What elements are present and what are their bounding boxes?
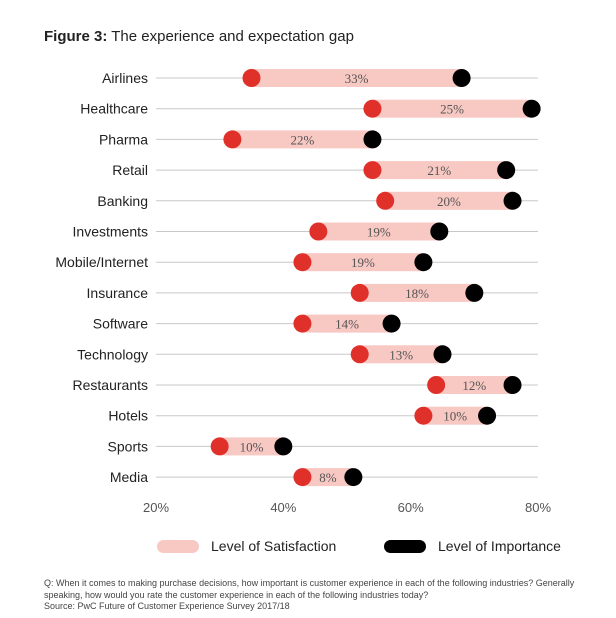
satisfaction-dot — [293, 468, 312, 487]
category-label: Airlines — [102, 70, 148, 86]
gap-band — [359, 345, 443, 364]
gap-label: 25% — [440, 102, 464, 117]
satisfaction-dot — [210, 437, 229, 456]
importance-dot — [465, 283, 484, 302]
dumbbell-chart: Airlines 33% Healthcare 25% Pharma 22% Retail 2… — [55, 69, 551, 515]
category-label: Insurance — [87, 285, 149, 301]
x-tick-label: 80% — [525, 500, 551, 515]
satisfaction-dot — [242, 69, 261, 87]
legend-satisfaction: Level of Satisfaction — [157, 538, 336, 554]
gap-label: 19% — [351, 255, 375, 270]
satisfaction-dot — [350, 345, 369, 364]
category-label: Media — [110, 469, 148, 485]
gap-label: 10% — [240, 439, 264, 454]
gap-band — [318, 222, 440, 241]
x-tick-label: 20% — [143, 500, 169, 515]
satisfaction-dot — [414, 406, 433, 425]
satisfaction-dot — [293, 253, 312, 272]
gap-band — [302, 314, 392, 333]
importance-dot — [503, 376, 522, 394]
figure-title-text: The experience and expectation gap — [111, 28, 354, 45]
gap-label: 22% — [291, 132, 315, 147]
satisfaction-dot — [376, 191, 395, 210]
satisfaction-dot — [350, 283, 369, 302]
gap-band — [302, 253, 424, 272]
gap-band — [219, 437, 284, 456]
importance-dot — [274, 437, 293, 456]
gap-band — [385, 191, 513, 210]
category-label: Retail — [112, 162, 148, 178]
gap-band — [232, 130, 373, 149]
category-label: Healthcare — [80, 101, 148, 117]
satisfaction-dot — [223, 130, 242, 149]
gap-label: 33% — [345, 71, 369, 86]
gap-band — [251, 69, 462, 87]
category-label: Technology — [77, 346, 148, 362]
footnote: Q: When it comes to making purchase deci… — [44, 578, 584, 613]
importance-dot — [433, 345, 452, 364]
category-label: Pharma — [99, 131, 148, 147]
importance-dot — [363, 130, 382, 149]
importance-dot — [522, 99, 541, 118]
legend-importance-swatch — [384, 539, 426, 553]
legend-importance-label: Level of Importance — [438, 538, 561, 554]
x-tick-label: 60% — [398, 500, 424, 515]
satisfaction-dot — [309, 222, 328, 241]
category-label: Investments — [73, 224, 148, 240]
figure-label: Figure 3: — [44, 28, 108, 45]
gap-band — [359, 283, 475, 302]
gap-label: 20% — [437, 194, 461, 209]
gap-label: 18% — [405, 286, 429, 301]
gap-band — [436, 376, 513, 394]
gap-label: 19% — [367, 225, 391, 240]
gap-label: 13% — [389, 347, 413, 362]
gap-label: 14% — [335, 317, 359, 332]
legend-satisfaction-label: Level of Satisfaction — [211, 538, 337, 554]
gap-band — [423, 406, 488, 425]
importance-dot — [414, 253, 433, 272]
gap-label: 12% — [462, 378, 486, 393]
gap-band — [372, 99, 532, 118]
gap-band — [302, 468, 354, 487]
legend-importance: Level of Importance — [384, 538, 561, 554]
x-tick-label: 40% — [270, 500, 296, 515]
satisfaction-dot — [293, 314, 312, 333]
category-label: Banking — [97, 193, 148, 209]
gap-band — [372, 161, 507, 180]
category-label: Restaurants — [73, 377, 148, 393]
category-label: Hotels — [108, 408, 148, 424]
category-label: Sports — [108, 438, 148, 454]
importance-dot — [503, 191, 522, 210]
gap-label: 8% — [319, 470, 337, 485]
satisfaction-dot — [363, 99, 382, 118]
category-label: Software — [93, 316, 148, 332]
figure-title: Figure 3: The experience and expectation… — [44, 28, 354, 45]
importance-dot — [478, 406, 497, 425]
footnote-source: Source: PwC Future of Customer Experienc… — [44, 601, 290, 611]
importance-dot — [452, 69, 471, 87]
satisfaction-dot — [427, 376, 446, 394]
importance-dot — [497, 161, 516, 180]
gap-label: 21% — [427, 163, 451, 178]
importance-dot — [430, 222, 449, 241]
importance-dot — [382, 314, 401, 333]
footnote-question: Q: When it comes to making purchase deci… — [44, 578, 575, 600]
category-label: Mobile/Internet — [55, 254, 148, 270]
importance-dot — [344, 468, 363, 487]
satisfaction-dot — [363, 161, 382, 180]
gap-label: 10% — [443, 409, 467, 424]
legend-satisfaction-swatch — [157, 539, 199, 553]
